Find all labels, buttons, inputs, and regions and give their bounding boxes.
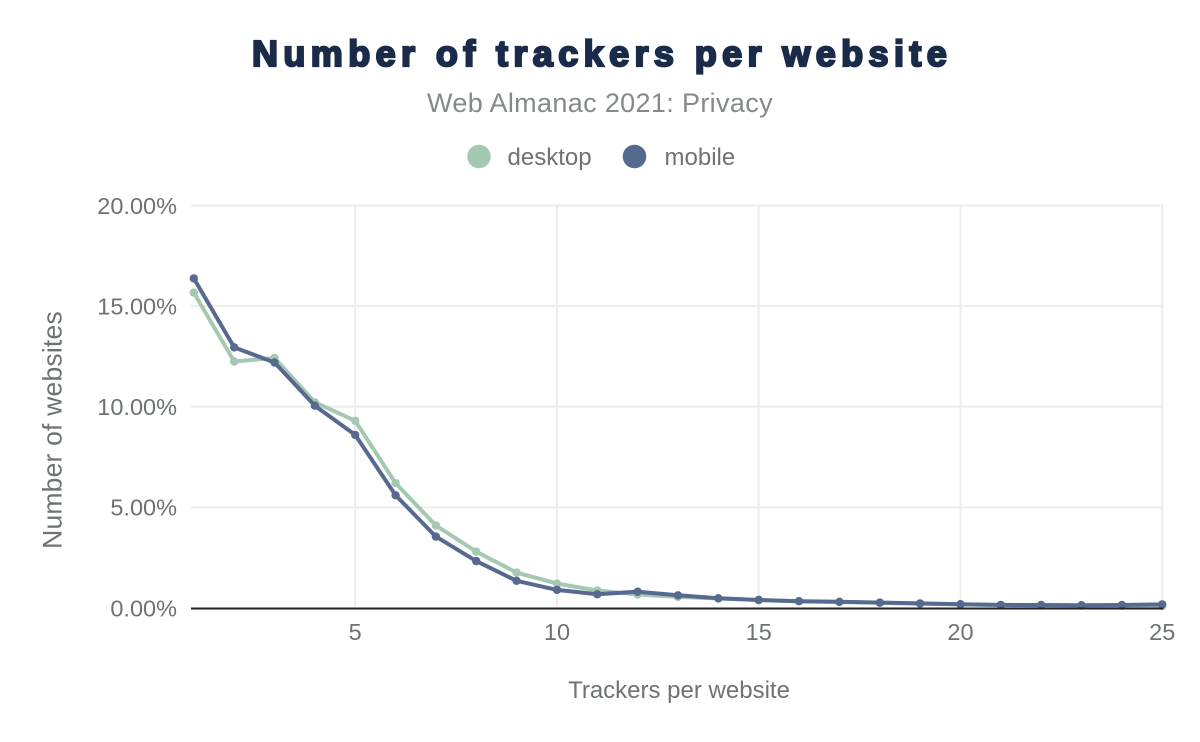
svg-text:15: 15 (746, 619, 772, 645)
svg-text:desktop: desktop (508, 144, 592, 171)
svg-text:5: 5 (349, 619, 362, 645)
svg-text:Web Almanac 2021: Privacy: Web Almanac 2021: Privacy (427, 88, 773, 118)
svg-text:10: 10 (544, 619, 570, 645)
svg-text:10.00%: 10.00% (97, 394, 177, 420)
svg-text:Number of trackers per website: Number of trackers per website (252, 33, 952, 74)
svg-text:0.00%: 0.00% (110, 595, 177, 621)
svg-text:20: 20 (947, 619, 973, 645)
svg-text:Trackers per website: Trackers per website (568, 677, 790, 704)
svg-text:15.00%: 15.00% (97, 293, 177, 319)
svg-text:5.00%: 5.00% (110, 495, 177, 521)
svg-text:20.00%: 20.00% (97, 193, 177, 219)
svg-text:mobile: mobile (665, 144, 736, 171)
svg-text:25: 25 (1149, 619, 1175, 645)
svg-text:Number of websites: Number of websites (38, 311, 68, 549)
